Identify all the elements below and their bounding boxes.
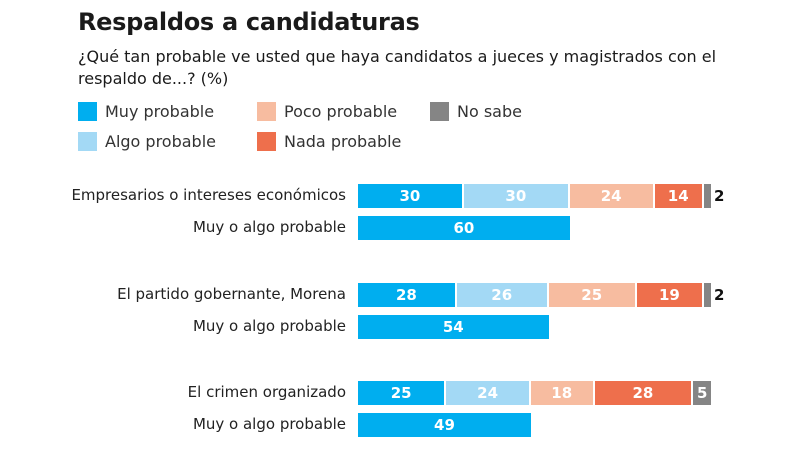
legend-item-nosabe: No sabe [430, 102, 522, 121]
data-label-nosabe: 2 [714, 187, 725, 205]
legend-swatch-nada [257, 132, 276, 151]
data-label-nosabe: 2 [714, 286, 725, 304]
legend-label-nosabe: No sabe [457, 102, 522, 121]
bar-segment-algo: 30 [463, 184, 570, 208]
chart-title: Respaldos a candidaturas [78, 8, 420, 36]
legend-label-poco: Poco probable [284, 102, 398, 121]
bar-segment-poco: 25 [548, 283, 637, 307]
data-label-nada: 28 [632, 384, 654, 402]
bar-segment-nosabe [703, 184, 711, 208]
legend-item-poco: Poco probable [257, 102, 397, 121]
legend-item-algo: Algo probable [78, 132, 216, 151]
bar-segment-poco: 24 [569, 184, 655, 208]
bar-segment-nada: 14 [654, 184, 704, 208]
legend-item-nada: Nada probable [257, 132, 401, 151]
legend-swatch-nosabe [430, 102, 449, 121]
legend-swatch-poco [257, 102, 276, 121]
data-label-poco: 24 [600, 187, 622, 205]
bar-segment-nada: 28 [594, 381, 694, 405]
bar-segment-nada: 19 [636, 283, 704, 307]
summary-label: Muy o algo probable [192, 218, 346, 236]
data-label-nada: 19 [658, 286, 680, 304]
category-label: El crimen organizado [187, 383, 346, 401]
summary-value-label: 49 [434, 416, 455, 434]
data-label-muy: 28 [395, 286, 417, 304]
bar-segment-algo: 24 [446, 381, 531, 405]
data-label-muy: 30 [399, 187, 421, 205]
data-label-algo: 24 [477, 384, 499, 402]
data-label-algo: 26 [491, 286, 513, 304]
legend-swatch-algo [78, 132, 97, 151]
bar-segment-nosabe [703, 283, 711, 307]
data-label-algo: 30 [505, 187, 527, 205]
legend-item-muy: Muy probable [78, 102, 214, 121]
bar-segment-nosabe: 5 [693, 381, 711, 405]
legend-label-nada: Nada probable [284, 132, 402, 151]
data-label-nosabe: 5 [696, 384, 708, 402]
data-label-muy: 25 [390, 384, 412, 402]
summary-label: Muy o algo probable [192, 317, 346, 335]
legend-swatch-muy [78, 102, 97, 121]
summary-label: Muy o algo probable [192, 415, 346, 433]
summary-value-label: 60 [453, 219, 475, 237]
legend: Muy probable Algo probable Poco probable… [78, 102, 638, 158]
legend-label-algo: Algo probable [105, 132, 216, 151]
summary-value-label: 54 [442, 318, 464, 336]
summary-bar: 54 [358, 315, 549, 339]
bar-segment-muy: 28 [358, 283, 457, 307]
data-label-poco: 18 [551, 384, 573, 402]
summary-bar: 49 [358, 413, 531, 437]
category-label: Empresarios o intereses económicos [71, 186, 346, 204]
chart-subtitle: ¿Qué tan probable ve usted que haya cand… [78, 47, 717, 88]
bar-segment-algo: 26 [456, 283, 549, 307]
data-label-poco: 25 [581, 286, 603, 304]
summary-bar: 60 [358, 216, 570, 240]
bar-segment-poco: 18 [530, 381, 595, 405]
bar-segment-muy: 25 [358, 381, 447, 405]
bar-segment-muy: 30 [358, 184, 464, 208]
category-label: El partido gobernante, Morena [117, 285, 346, 303]
data-label-nada: 14 [667, 187, 689, 205]
legend-label-muy: Muy probable [105, 102, 215, 121]
